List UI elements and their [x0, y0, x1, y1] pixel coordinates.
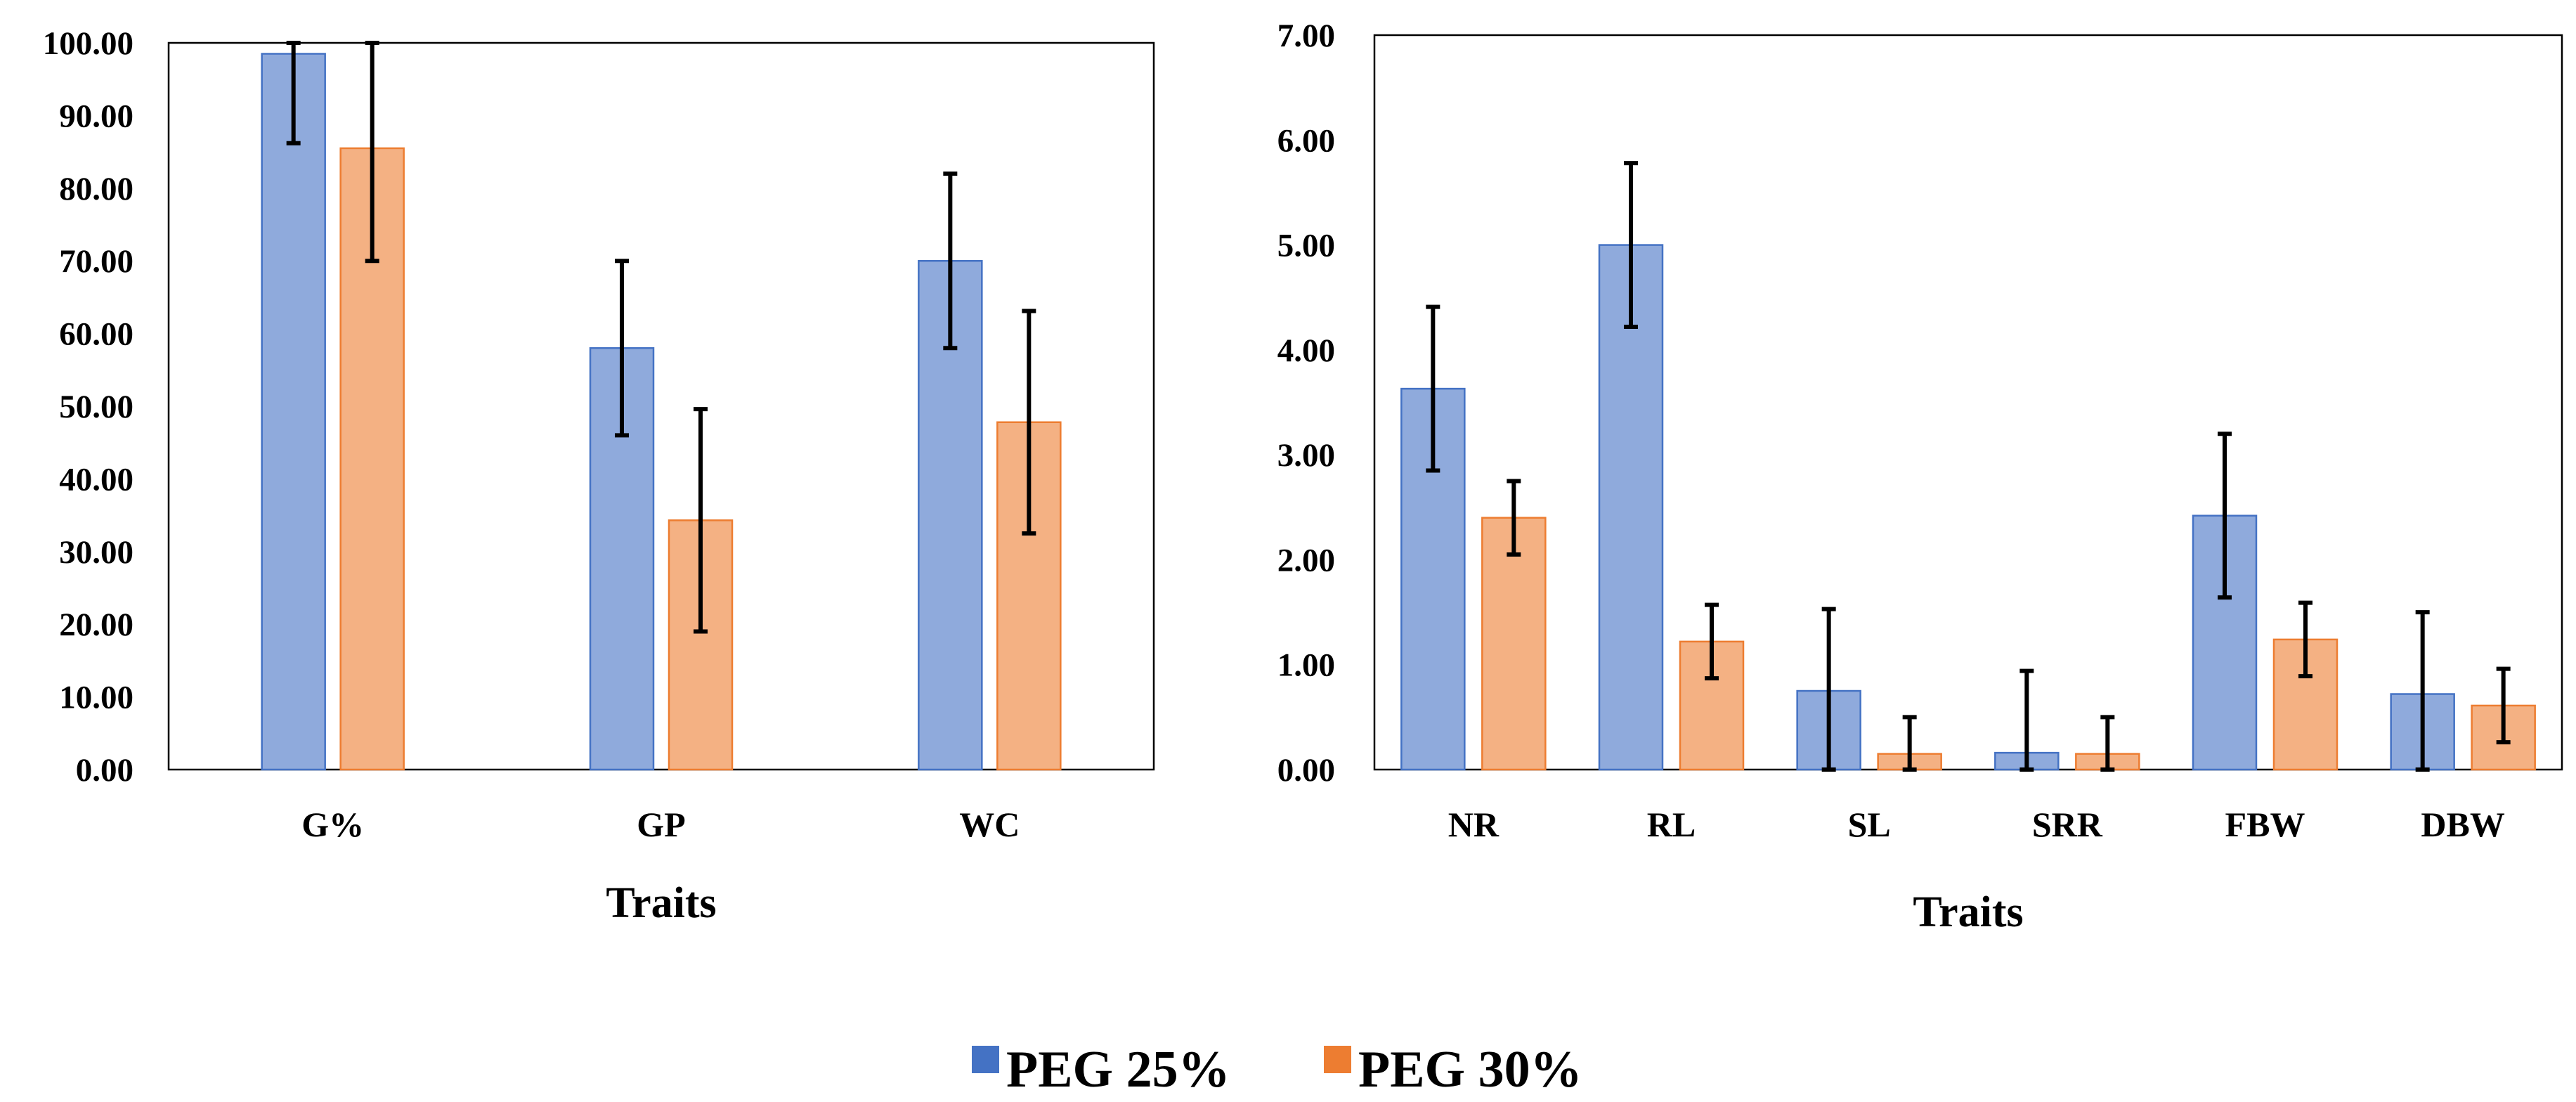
- error-bar-peg30: [1022, 309, 1036, 536]
- x-axis-title: Traits: [1913, 888, 2023, 936]
- y-tick-label: 0.00: [76, 752, 134, 789]
- x-category-label: GP: [637, 805, 685, 844]
- bar-peg25: [261, 53, 326, 771]
- y-tick-label: 30.00: [59, 534, 134, 571]
- error-bar-peg25: [943, 171, 958, 351]
- x-category-label: FBW: [2225, 805, 2305, 844]
- legend-swatch-peg30: [1324, 1046, 1351, 1073]
- y-tick-label: 90.00: [59, 98, 134, 134]
- chart-left: 0.00 10.00 20.00 30.00 40.00 50.00 60.00 70.00 8…: [43, 25, 1155, 927]
- error-bar-peg25: [615, 259, 629, 438]
- y-tick-label: 100.00: [43, 25, 134, 62]
- error-bar-peg25: [286, 41, 301, 145]
- x-axis-title: Traits: [606, 879, 716, 927]
- error-bar-peg30: [365, 41, 379, 264]
- error-bar-peg30: [694, 407, 708, 634]
- y-tick-label: 5.00: [1277, 228, 1335, 264]
- legend: PEG 25% PEG 30%: [972, 1041, 1582, 1098]
- y-tick-label: 70.00: [59, 243, 134, 280]
- error-bar-peg30: [1507, 479, 1521, 557]
- bar-peg25: [1598, 244, 1664, 771]
- y-tick-label: 50.00: [59, 389, 134, 425]
- y-tick-label: 0.00: [1277, 752, 1335, 789]
- y-tick-label: 7.00: [1277, 18, 1335, 54]
- y-tick-label: 3.00: [1277, 437, 1335, 474]
- legend-label-peg30: PEG 30%: [1358, 1041, 1582, 1098]
- error-bar-peg30: [1902, 715, 1917, 772]
- chart-right: 0.00 1.00 2.00 3.00 4.00 5.00 6.00 7.00 NR RL SL SR…: [1277, 18, 2563, 936]
- error-bar-peg25: [2218, 432, 2232, 600]
- x-category-label: DBW: [2421, 805, 2504, 844]
- x-category-label: SL: [1848, 805, 1891, 844]
- y-tick-label: 60.00: [59, 316, 134, 353]
- legend-label-peg25: PEG 25%: [1006, 1041, 1230, 1098]
- x-category-label: NR: [1448, 805, 1500, 844]
- x-category-label: G%: [301, 805, 364, 844]
- y-tick-label: 4.00: [1277, 332, 1335, 369]
- error-bar-peg25: [1624, 161, 1638, 330]
- y-tick-label: 2.00: [1277, 542, 1335, 578]
- y-tick-label: 1.00: [1277, 647, 1335, 684]
- error-bar-peg25: [2019, 668, 2034, 772]
- plot-area-frame: [167, 41, 1155, 771]
- error-bar-peg25: [2415, 610, 2430, 772]
- y-tick-label: 80.00: [59, 171, 134, 207]
- error-bar-peg30: [2100, 715, 2115, 772]
- y-tick-label: 20.00: [59, 607, 134, 643]
- error-bar-peg30: [2298, 600, 2312, 679]
- plot-area-frame: [1373, 34, 2563, 771]
- error-bar-peg30: [1705, 602, 1719, 681]
- y-tick-label: 6.00: [1277, 122, 1335, 159]
- x-category-label: RL: [1647, 805, 1696, 844]
- x-category-label: WC: [959, 805, 1020, 844]
- y-tick-label: 10.00: [59, 680, 134, 716]
- legend-swatch-peg25: [972, 1046, 999, 1073]
- error-bar-peg30: [2496, 666, 2511, 745]
- x-category-label: SRR: [2032, 805, 2103, 844]
- error-bar-peg25: [1426, 304, 1440, 473]
- error-bar-peg25: [1821, 607, 1836, 772]
- y-tick-label: 40.00: [59, 461, 134, 498]
